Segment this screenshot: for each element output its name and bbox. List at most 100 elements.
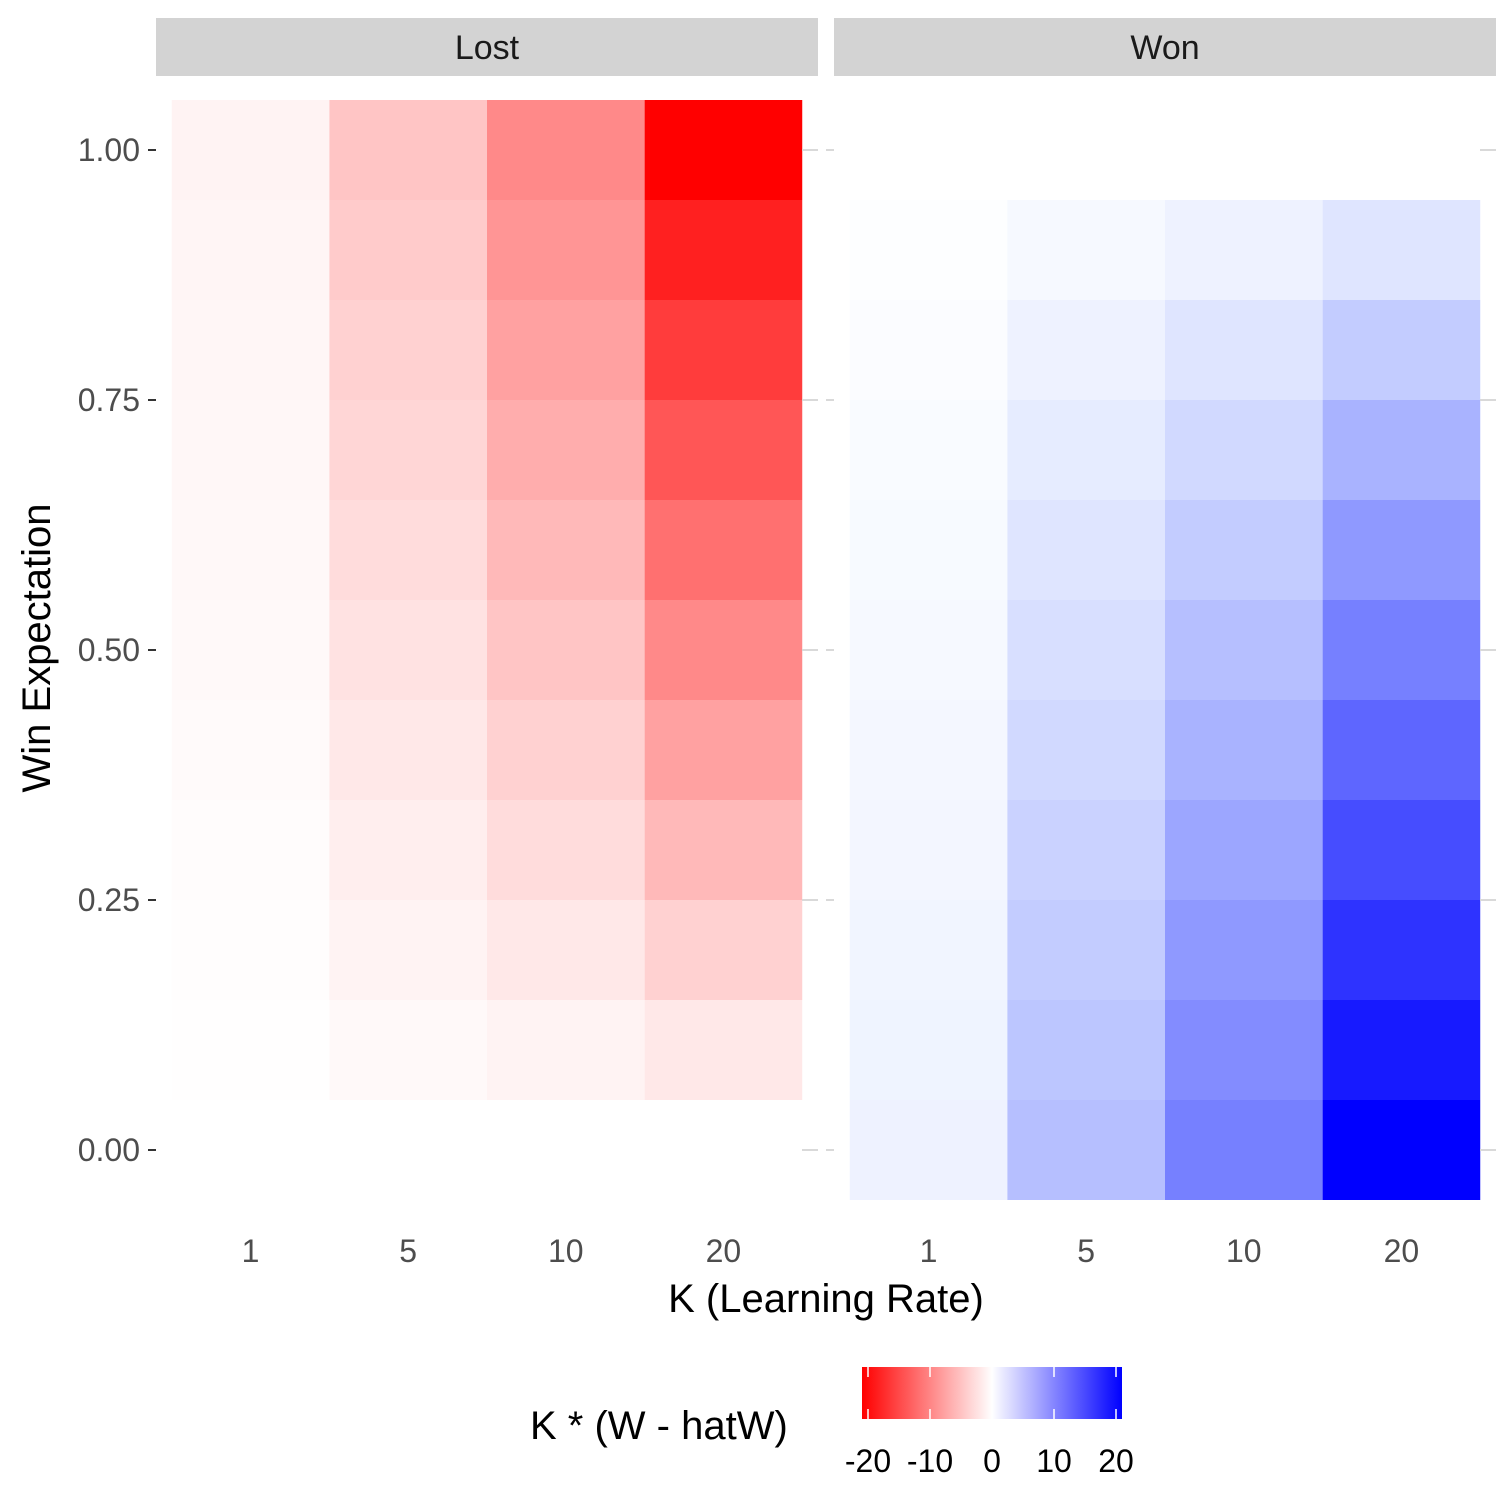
heatmap-tile xyxy=(1007,200,1165,300)
heatmap-tile xyxy=(1322,900,1481,1000)
heatmap-tile xyxy=(849,300,1008,400)
heatmap-tile xyxy=(1165,800,1323,900)
legend-tick-label: -20 xyxy=(845,1443,891,1479)
heatmap-tile xyxy=(487,500,645,600)
facet-strip-won xyxy=(834,18,1496,76)
heatmap-tile xyxy=(171,400,330,500)
heatmap-tile xyxy=(644,600,803,700)
heatmap-tile xyxy=(644,1000,803,1100)
x-tick-label: 10 xyxy=(1226,1233,1262,1269)
heatmap-tile xyxy=(171,500,330,600)
heatmap-tile xyxy=(644,800,803,900)
heatmap-tile xyxy=(849,1100,1008,1200)
heatmap-tile xyxy=(171,100,330,200)
heatmap-tile xyxy=(1322,700,1481,800)
legend-tick-label: -10 xyxy=(907,1443,953,1479)
x-tick-label: 20 xyxy=(1384,1233,1420,1269)
facet-label-lost: Lost xyxy=(455,29,520,67)
x-tick-label: 1 xyxy=(920,1233,938,1269)
heatmap-tile xyxy=(329,700,487,800)
heatmap-tile xyxy=(329,900,487,1000)
heatmap-tile xyxy=(487,100,645,200)
heatmap-tile xyxy=(849,900,1008,1000)
x-tick-label: 5 xyxy=(1077,1233,1095,1269)
heatmap-tile xyxy=(171,200,330,300)
heatmap-tile xyxy=(487,800,645,900)
heatmap-tile xyxy=(644,100,803,200)
heatmap-tile xyxy=(171,800,330,900)
x-tick-label: 1 xyxy=(242,1233,260,1269)
heatmap-tile xyxy=(1007,900,1165,1000)
heatmap-tile xyxy=(1007,600,1165,700)
x-axis-title: K (Learning Rate) xyxy=(668,1277,984,1321)
heatmap-tile xyxy=(644,400,803,500)
heatmap-tile xyxy=(1007,1100,1165,1200)
heatmap-tile xyxy=(487,700,645,800)
heatmap-tile xyxy=(329,600,487,700)
heatmap-tile xyxy=(1007,300,1165,400)
heatmap-tile xyxy=(644,900,803,1000)
x-tick-label: 20 xyxy=(706,1233,742,1269)
x-tick-label: 10 xyxy=(548,1233,584,1269)
heatmap-tile xyxy=(1322,400,1481,500)
heatmap-tile xyxy=(1165,600,1323,700)
facet-strip-lost xyxy=(156,18,818,76)
heatmap-tile xyxy=(849,1000,1008,1100)
legend-tick-label: 10 xyxy=(1036,1443,1072,1479)
x-axis-tick-labels: 1 5 10 20 1 5 10 20 xyxy=(242,1233,1420,1269)
heatmap-tile xyxy=(171,900,330,1000)
heatmap-tile xyxy=(487,300,645,400)
heatmap-tile xyxy=(1322,800,1481,900)
heatmap-tile xyxy=(1007,1000,1165,1100)
heatmap-tile xyxy=(329,500,487,600)
heatmap-tile xyxy=(1322,600,1481,700)
heatmap-tile xyxy=(171,300,330,400)
legend-title: K * (W - hatW) xyxy=(530,1404,788,1448)
heatmap-tile xyxy=(171,600,330,700)
y-axis-title: Win Expectation xyxy=(15,503,59,792)
heatmap-tile xyxy=(644,500,803,600)
legend-tick-label: 0 xyxy=(983,1443,1001,1479)
heatmap-tile xyxy=(849,200,1008,300)
heatmap-tile xyxy=(329,400,487,500)
heatmap-tile xyxy=(329,1000,487,1100)
heatmap-tile xyxy=(1007,800,1165,900)
heatmap-tile xyxy=(487,400,645,500)
y-tick-label: 0.25 xyxy=(78,882,140,918)
heatmap-tile xyxy=(849,800,1008,900)
y-tick-label: 0.75 xyxy=(78,382,140,418)
heatmap-tile xyxy=(1007,500,1165,600)
facet-label-won: Won xyxy=(1130,29,1199,67)
y-tick-label: 0.50 xyxy=(78,632,140,668)
color-legend: K * (W - hatW) -20 -10 0 10 20 xyxy=(530,1367,1134,1479)
heatmap-tile xyxy=(1165,500,1323,600)
heatmap-tile xyxy=(1322,500,1481,600)
heatmap-tile xyxy=(1165,300,1323,400)
facet-won: Won xyxy=(826,18,1496,1200)
legend-ticks: -20 -10 0 10 20 xyxy=(845,1367,1134,1479)
heatmap-tile xyxy=(171,1000,330,1100)
heatmap-tile xyxy=(1007,700,1165,800)
heatmap-tile xyxy=(1165,200,1323,300)
heatmap-tile xyxy=(1322,300,1481,400)
y-tick-label: 0.00 xyxy=(78,1132,140,1168)
heatmap-tiles-lost xyxy=(171,100,803,1100)
heatmap-tile xyxy=(329,300,487,400)
heatmap-tile xyxy=(487,200,645,300)
heatmap-tile xyxy=(329,100,487,200)
heatmap-tile xyxy=(1007,400,1165,500)
heatmap-tile xyxy=(644,200,803,300)
heatmap-tiles-won xyxy=(849,200,1481,1200)
heatmap-tile xyxy=(849,700,1008,800)
heatmap-tile xyxy=(1165,700,1323,800)
heatmap-tile xyxy=(329,800,487,900)
heatmap-tile xyxy=(1165,400,1323,500)
legend-tick-label: 20 xyxy=(1098,1443,1134,1479)
heatmap-tile xyxy=(1322,200,1481,300)
heatmap-tile xyxy=(849,600,1008,700)
y-ticks-won xyxy=(826,149,1496,1151)
y-tick-label: 1.00 xyxy=(78,132,140,168)
heatmap-tile xyxy=(644,700,803,800)
heatmap-tile xyxy=(171,700,330,800)
